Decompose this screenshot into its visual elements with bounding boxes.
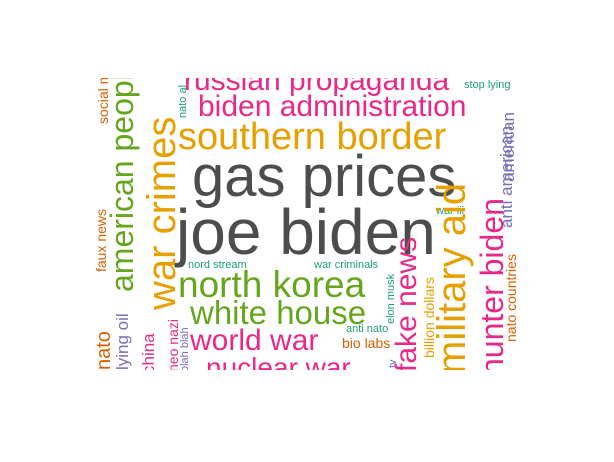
word-billion-dollars: billion dollars <box>421 277 437 358</box>
word-tv: tv <box>387 359 399 368</box>
word-nato-countries: nato countries <box>503 254 519 342</box>
word-anti-nato: anti nato <box>346 323 389 335</box>
word-social-media: social media <box>95 78 111 124</box>
word-elon-musk: elon musk <box>385 273 397 324</box>
word-russian-propaganda: russian propaganda <box>184 78 450 97</box>
word-nato-alliance: nato al <box>177 84 189 118</box>
word-war-iii: war iii <box>436 205 465 217</box>
word-lying-oil: lying oil <box>113 313 132 370</box>
word-bio-labs: bio labs <box>342 335 391 351</box>
word-faux-news: faux news <box>93 208 109 272</box>
word-world-war: world war <box>190 324 319 357</box>
word-gas-prices: gas prices <box>192 144 457 209</box>
word-white-house: white house <box>190 294 367 331</box>
word-war-criminals: war criminals <box>314 259 379 271</box>
word-nuclear-war: nuclear war <box>206 352 351 371</box>
word-biden-administration: biden administration <box>198 90 467 123</box>
word-blah-blah: blah blah <box>179 327 191 370</box>
word-war-crimes: war crimes <box>140 116 184 310</box>
word-neo-nazi: neo nazi <box>165 319 181 370</box>
word-southern-border: southern border <box>178 116 447 158</box>
word-nato: nato <box>93 331 115 370</box>
word-military-aid: military aid <box>430 182 474 370</box>
word-nord-stream: nord stream <box>188 259 247 271</box>
word-north-korea: north korea <box>178 264 366 305</box>
word-anti-american: anti american <box>497 125 516 228</box>
word-joe-biden: joe biden <box>176 196 436 268</box>
word-china: china <box>139 333 158 370</box>
word-cloud-area: russian propaganda biden administration … <box>90 78 522 370</box>
word-stop-lying: stop lying <box>464 79 511 91</box>
